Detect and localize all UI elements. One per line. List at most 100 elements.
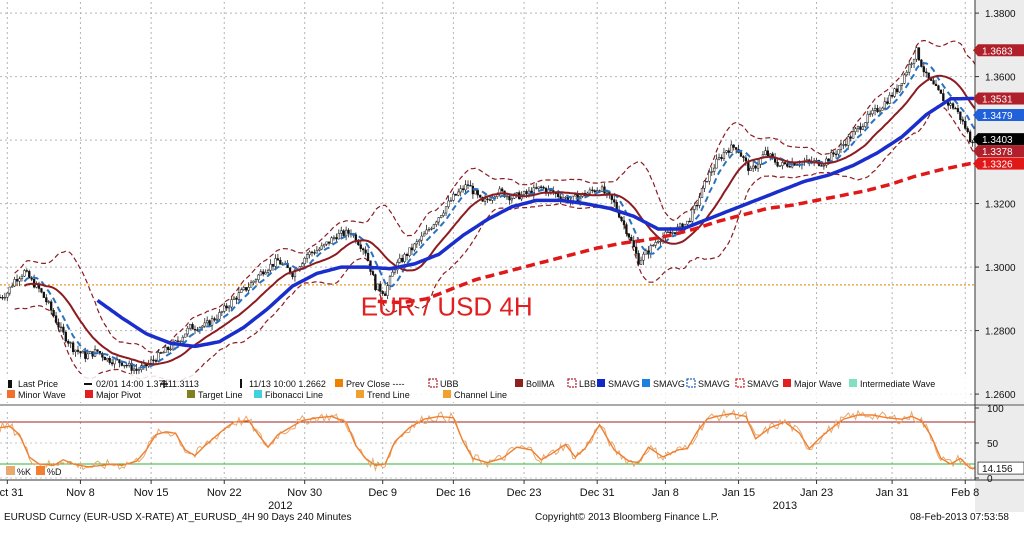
candle-body xyxy=(876,107,879,113)
price-tag-pointer xyxy=(973,145,978,158)
candle-body xyxy=(593,190,596,193)
candle-body xyxy=(79,351,82,354)
candle-body xyxy=(600,186,604,192)
legend-label: Trend Line xyxy=(367,390,410,400)
candle-body xyxy=(30,277,33,280)
candle-body xyxy=(703,180,706,189)
candle-body xyxy=(203,322,206,327)
candle-body xyxy=(308,251,311,255)
candle-body xyxy=(571,195,574,201)
dash-legend-icon xyxy=(686,378,696,388)
candle-body xyxy=(486,198,489,200)
legend-label: Channel Line xyxy=(454,390,507,400)
candle-body xyxy=(722,152,726,159)
candle-body xyxy=(259,271,262,276)
candle-body xyxy=(427,228,431,231)
candle-body xyxy=(815,160,818,162)
legend-label: SMAVG xyxy=(653,379,685,389)
candle-body xyxy=(620,216,623,221)
candle-body xyxy=(123,364,126,367)
candle-body xyxy=(69,342,72,344)
candle-body xyxy=(213,318,216,321)
candle-body xyxy=(320,245,323,250)
candle-body xyxy=(700,187,704,199)
price-tag-label: 1.3326 xyxy=(982,160,1013,171)
candle-body xyxy=(725,150,728,153)
candle-body xyxy=(201,325,204,328)
candle-body xyxy=(332,237,336,239)
time-tick-label: Dec 31 xyxy=(580,487,615,499)
candle-body xyxy=(208,320,211,326)
candle-body xyxy=(15,279,19,282)
candle-body xyxy=(766,150,769,157)
osc-tick-label: 100 xyxy=(987,404,1004,415)
candle-body xyxy=(381,291,384,295)
time-tick-label: Nov 15 xyxy=(134,487,169,499)
candle-body xyxy=(106,357,109,361)
candle-body xyxy=(179,340,182,343)
candle-body xyxy=(249,282,253,288)
candle-body xyxy=(691,209,694,222)
candle-body xyxy=(47,301,50,303)
candle-body xyxy=(959,111,962,120)
square-legend-icon xyxy=(187,390,195,398)
candle-body xyxy=(293,269,297,278)
price-tag-box xyxy=(978,44,1024,57)
candle-body xyxy=(871,110,874,115)
time-tick-label: Jan 15 xyxy=(722,487,755,499)
candle-body xyxy=(230,299,233,308)
candle-body xyxy=(81,351,85,354)
candle-body xyxy=(893,88,896,97)
candle-body xyxy=(330,237,333,244)
square-legend-icon xyxy=(443,390,451,398)
candle-body xyxy=(422,233,426,237)
candle-body xyxy=(128,362,131,366)
panel-gap xyxy=(0,403,975,409)
candle-body xyxy=(886,101,889,104)
candle-body xyxy=(720,157,723,159)
legend: Last Price 02/01 14:00 1.3711 1.3113 11/13 … xyxy=(2,374,968,400)
candle-body xyxy=(627,233,631,238)
candle-body xyxy=(447,200,450,207)
candle-body xyxy=(695,204,699,207)
candle-body xyxy=(951,103,955,109)
candle-body xyxy=(932,80,935,85)
candle-body xyxy=(674,232,677,235)
candle-body xyxy=(900,83,904,86)
candle-body xyxy=(895,88,899,93)
candle-body xyxy=(223,305,226,312)
candle-body xyxy=(401,257,404,262)
candle-body xyxy=(452,193,455,201)
candle-body xyxy=(344,229,348,237)
candle-body xyxy=(359,244,362,249)
osc-legend-label: %K xyxy=(17,467,31,477)
candle-body xyxy=(410,247,414,251)
legend-label: SMAVG xyxy=(747,379,779,389)
dash-legend-icon xyxy=(567,378,577,388)
candle-body xyxy=(186,327,189,335)
candle-body xyxy=(961,119,964,122)
osc-legend: %K %D xyxy=(6,466,62,477)
price-tick-label: 1.3600 xyxy=(985,73,1016,84)
candle-body xyxy=(176,340,180,342)
candle-body xyxy=(861,126,865,130)
candle-body xyxy=(898,85,901,93)
candle-body xyxy=(59,326,63,329)
stochastic-d-line xyxy=(0,412,975,469)
candle-body xyxy=(659,240,662,243)
candle-body xyxy=(854,128,857,132)
candle-body xyxy=(327,241,331,244)
time-tick-label: Jan 31 xyxy=(876,487,909,499)
candle-body xyxy=(908,64,911,73)
candle-body xyxy=(739,152,743,157)
candle-body xyxy=(305,254,309,259)
candle-body xyxy=(457,191,460,196)
candle-body xyxy=(632,240,635,248)
candle-body xyxy=(508,195,511,201)
price-tag-pointer xyxy=(973,92,978,105)
candle-body xyxy=(118,359,121,364)
candle-body xyxy=(23,270,26,277)
square-legend-icon xyxy=(597,379,605,387)
candle-body xyxy=(101,353,104,358)
candle-body xyxy=(842,144,845,146)
